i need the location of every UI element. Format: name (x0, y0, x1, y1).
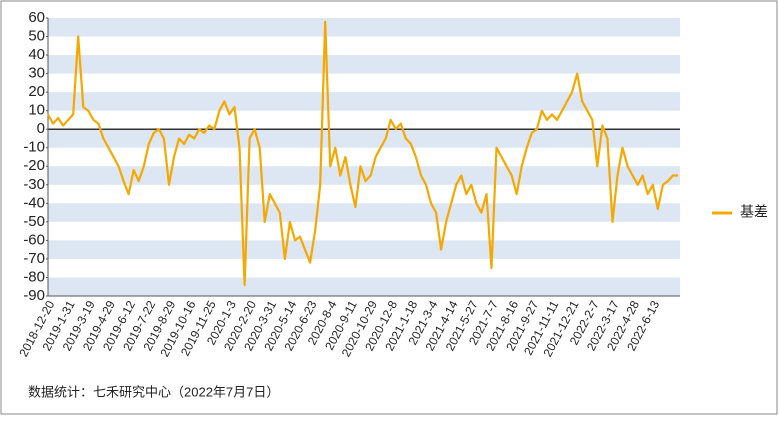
y-tick-label: -40 (23, 194, 45, 211)
y-tick-label: 60 (28, 9, 45, 26)
stripe (48, 277, 680, 296)
y-tick-label: -10 (23, 139, 45, 156)
stripe (48, 240, 680, 259)
source-note: 数据统计：七禾研究中心（2022年7月7日） (28, 384, 279, 399)
y-tick-label: 50 (28, 28, 45, 45)
y-tick-label: -20 (23, 157, 45, 174)
legend-label: 基差 (740, 204, 768, 220)
y-tick-label: -70 (23, 250, 45, 267)
y-tick-label: 10 (28, 102, 45, 119)
y-tick-label: -90 (23, 287, 45, 304)
stripe (48, 18, 680, 37)
y-tick-label: 20 (28, 83, 45, 100)
y-tick-label: -30 (23, 176, 45, 193)
y-tick-label: 40 (28, 46, 45, 63)
y-tick-label: -60 (23, 231, 45, 248)
y-tick-label: -50 (23, 213, 45, 230)
stripe (48, 92, 680, 111)
data-line (47, 20, 678, 286)
stripe (48, 55, 680, 74)
y-tick-label: 30 (28, 65, 45, 82)
y-tick-label: 0 (37, 120, 45, 137)
y-tick-label: -80 (23, 268, 45, 285)
stripe (48, 203, 680, 222)
stripe (48, 129, 680, 148)
